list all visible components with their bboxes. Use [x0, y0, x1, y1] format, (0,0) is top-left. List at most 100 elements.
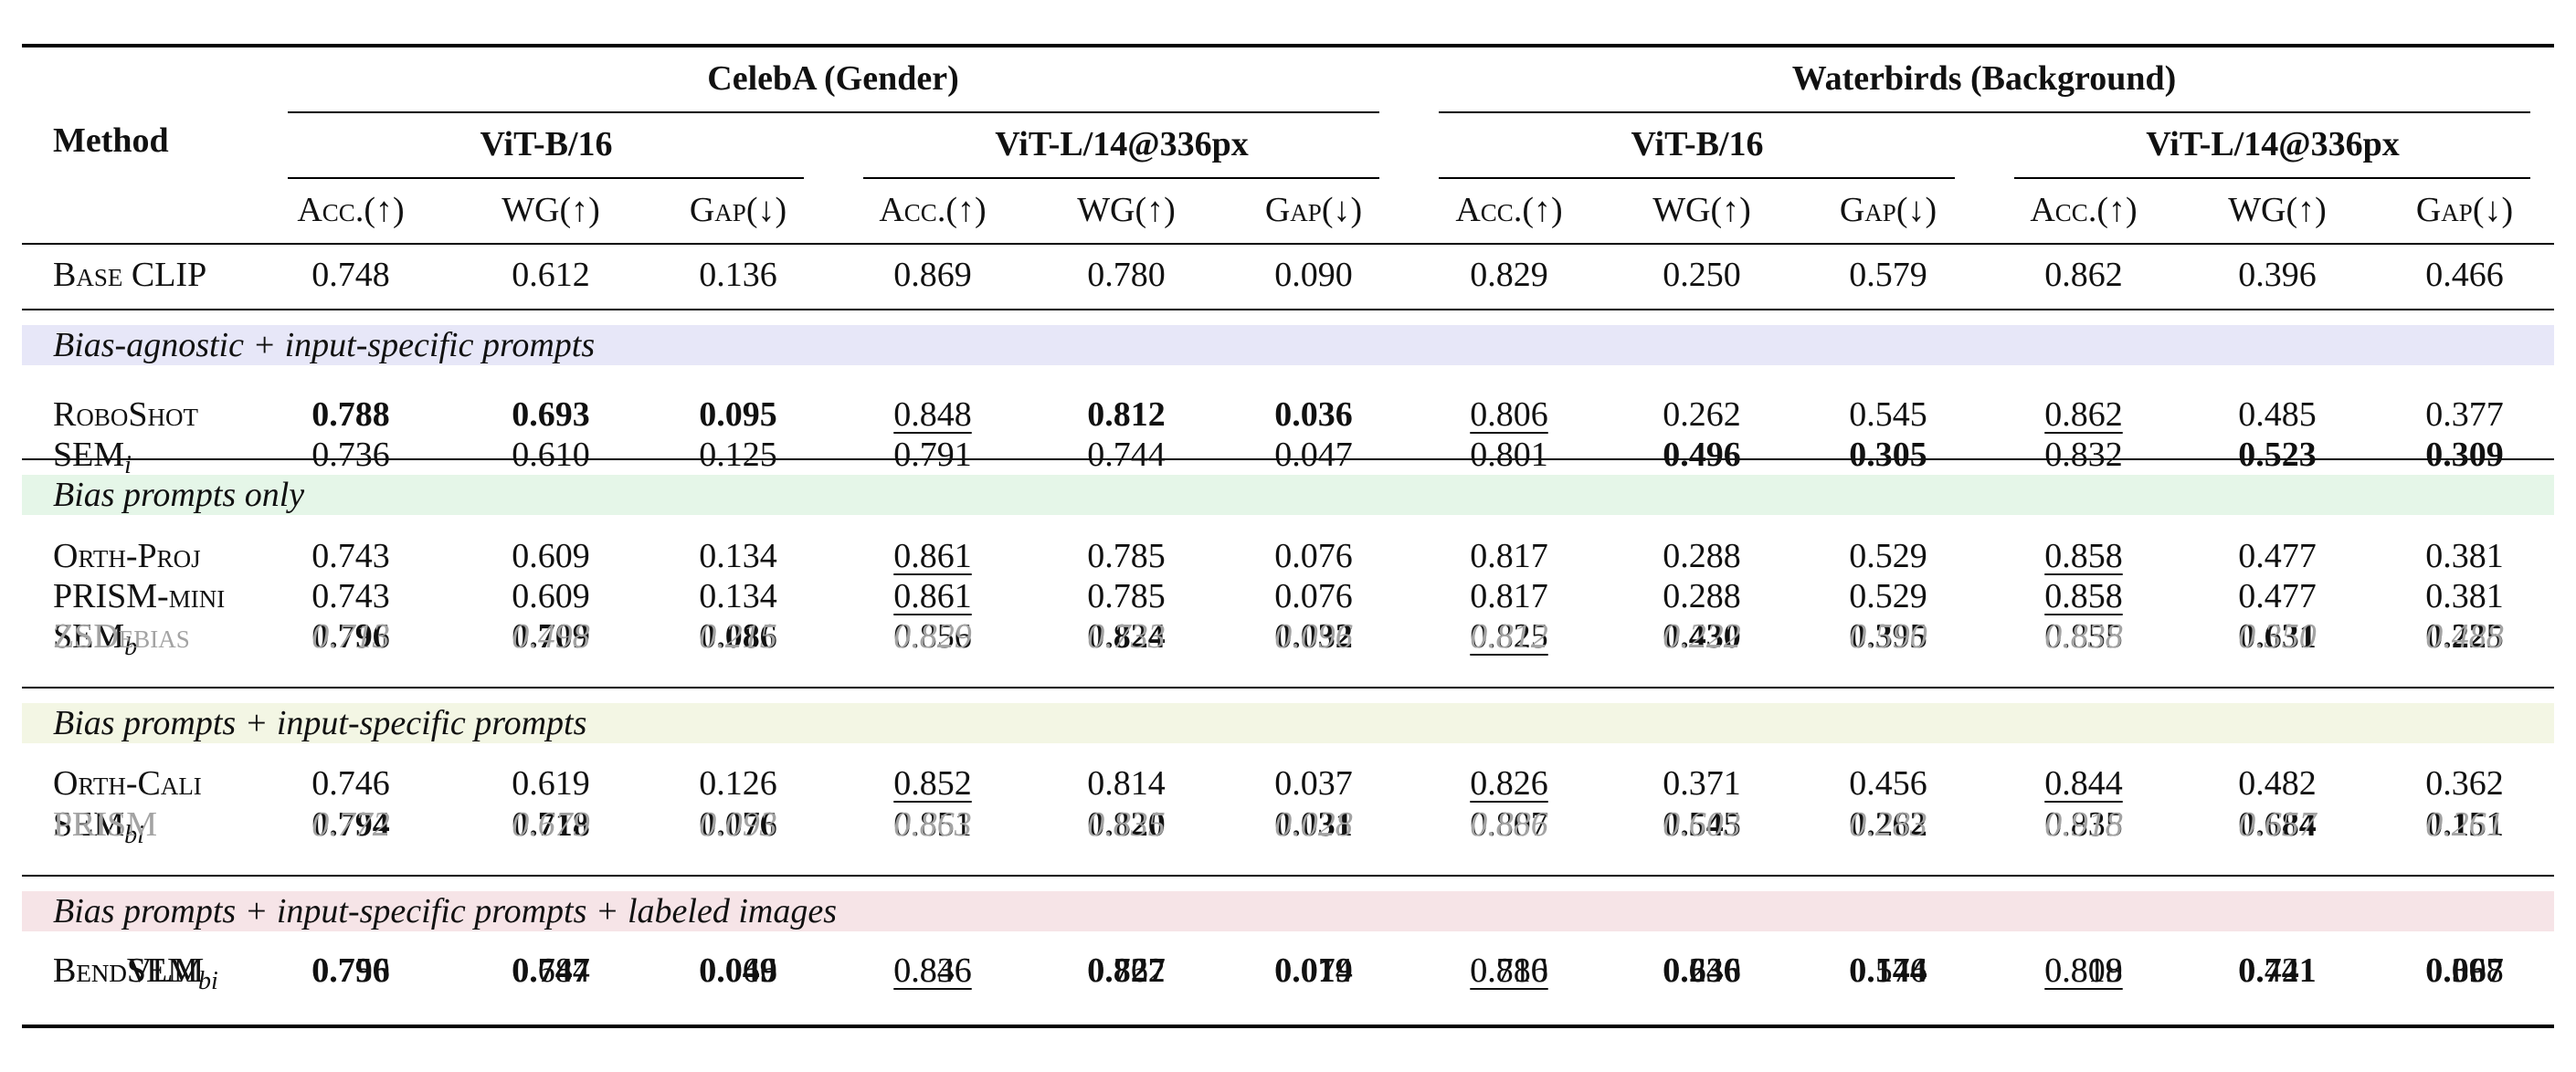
table-cell: 0.421 — [2238, 951, 2317, 990]
table-cell: 0.134 — [699, 537, 777, 575]
table-cell: 0.125 — [699, 436, 777, 474]
group-band — [22, 703, 2554, 743]
table-cell: 0.305 — [1849, 436, 1927, 474]
table-cell: 0.529 — [1849, 537, 1927, 575]
table-cell: 0.736 — [311, 436, 390, 474]
table-cell: 0.812 — [1470, 617, 1548, 656]
table-cell: 0.816 — [1470, 951, 1548, 990]
table-cell: 0.780 — [1470, 951, 1548, 990]
backbone-header: ViT-L/14@336px — [2146, 125, 2400, 163]
dataset-header: CelebA (Gender) — [707, 59, 959, 98]
table-cell: 0.095 — [699, 395, 777, 434]
table-cell: 0.744 — [1087, 436, 1166, 474]
metric-header: WG(↑) — [1652, 191, 1751, 229]
method-name: Base CLIP — [53, 256, 207, 294]
table-cell: 0.829 — [1470, 256, 1548, 294]
table-cell: 0.377 — [2425, 395, 2504, 434]
table-cell: 0.076 — [1274, 537, 1353, 575]
table-cell: 0.848 — [893, 395, 972, 434]
method-name: SEMbi — [53, 805, 144, 849]
table-cell: 0.862 — [2044, 256, 2123, 294]
table-cell: 0.456 — [1849, 764, 1927, 803]
table-cell: 0.743 — [311, 537, 390, 575]
group-separator — [22, 687, 2554, 688]
table-cell: 0.838 — [2044, 617, 2123, 656]
table-cell: 0.482 — [2238, 764, 2317, 803]
table-cell: 0.076 — [1274, 577, 1353, 615]
table-cell: 0.381 — [2425, 537, 2504, 575]
table-cell: 0.886 — [1470, 805, 1548, 844]
table-cell: 0.261 — [2425, 805, 2504, 844]
method-name: Orth-Proj — [53, 537, 201, 575]
table-cell: 0.362 — [2425, 764, 2504, 803]
table-cell: 0.846 — [893, 951, 972, 990]
group-band — [22, 475, 2554, 515]
table-cell: 0.862 — [2044, 395, 2123, 434]
table-cell: 0.047 — [1274, 436, 1353, 474]
table-cell: 0.826 — [1470, 764, 1548, 803]
table-cell: 0.032 — [1274, 617, 1353, 656]
table-cell: 0.796 — [311, 951, 390, 990]
method-name: SEMb — [53, 617, 138, 661]
metric-header: WG(↑) — [1077, 191, 1176, 229]
table-cell: 0.863 — [893, 805, 972, 844]
table-cell: 0.049 — [699, 951, 777, 990]
table-cell: 0.835 — [1087, 805, 1166, 844]
table-cell: 0.852 — [893, 764, 972, 803]
table-cell: 0.820 — [1087, 805, 1166, 844]
table-cell: 0.713 — [311, 617, 390, 656]
table-cell: 0.801 — [1470, 436, 1548, 474]
group-separator — [22, 309, 2554, 310]
table-cell: 0.283 — [1849, 805, 1927, 844]
table-cell: 0.743 — [311, 577, 390, 615]
table-cell: 0.684 — [512, 951, 590, 990]
table-cell: 0.746 — [311, 764, 390, 803]
table-cell: 0.288 — [1663, 537, 1741, 575]
table-cell: 0.807 — [1470, 805, 1548, 844]
table-cell: 0.396 — [2238, 256, 2317, 294]
table-cell: 0.477 — [2238, 577, 2317, 615]
table-cell: 0.576 — [1849, 951, 1927, 990]
table-cell: 0.832 — [2044, 436, 2123, 474]
metric-header: Acc.(↑) — [2030, 191, 2138, 229]
table-cell: 0.824 — [1087, 617, 1166, 656]
table-cell: 0.788 — [311, 395, 390, 434]
table-cell: 0.861 — [893, 577, 972, 615]
table-cell: 0.090 — [1274, 256, 1353, 294]
table-cell: 0.636 — [1663, 951, 1741, 990]
table-cell: 0.036 — [1274, 395, 1353, 434]
table-cell: 0.785 — [1087, 577, 1166, 615]
table-cell: 0.134 — [699, 577, 777, 615]
header-cmidrule — [288, 177, 804, 179]
table-cell: 0.545 — [1663, 805, 1741, 844]
table-cell: 0.829 — [893, 617, 972, 656]
table-cell: 0.037 — [1274, 764, 1353, 803]
group-label: Bias-agnostic + input-specific prompts — [53, 326, 596, 364]
table-cell: 0.126 — [699, 764, 777, 803]
method-name: Orth-Cali — [53, 764, 202, 803]
header-cmidrule — [863, 177, 1379, 179]
table-cell: 0.309 — [2425, 436, 2504, 474]
table-cell: 0.612 — [512, 256, 590, 294]
table-cell: 0.741 — [2238, 951, 2317, 990]
table-cell: 0.485 — [2238, 395, 2317, 434]
table-cell: 0.684 — [2238, 805, 2317, 844]
table-cell: 0.861 — [893, 537, 972, 575]
table-cell: 0.144 — [1849, 951, 1927, 990]
table-cell: 0.398 — [2425, 951, 2504, 990]
table-cell: 0.858 — [2044, 577, 2123, 615]
table-cell: 0.657 — [2238, 805, 2317, 844]
metric-header: Gap(↓) — [689, 191, 787, 229]
table-cell: 0.796 — [311, 617, 390, 656]
table-cell: 0.545 — [1849, 395, 1927, 434]
table-cell: 0.250 — [1663, 256, 1741, 294]
table-cell: 0.074 — [1274, 951, 1353, 990]
table-cell: 0.222 — [1663, 617, 1741, 656]
table-cell: 0.262 — [1849, 805, 1927, 844]
table-cell: 0.750 — [311, 951, 390, 990]
table-cell: 0.869 — [893, 256, 972, 294]
table-cell: 0.610 — [512, 436, 590, 474]
table-cell: 0.918 — [2044, 805, 2123, 844]
table-cell: 0.350 — [2238, 617, 2317, 656]
table-cell: 0.827 — [1087, 951, 1166, 990]
